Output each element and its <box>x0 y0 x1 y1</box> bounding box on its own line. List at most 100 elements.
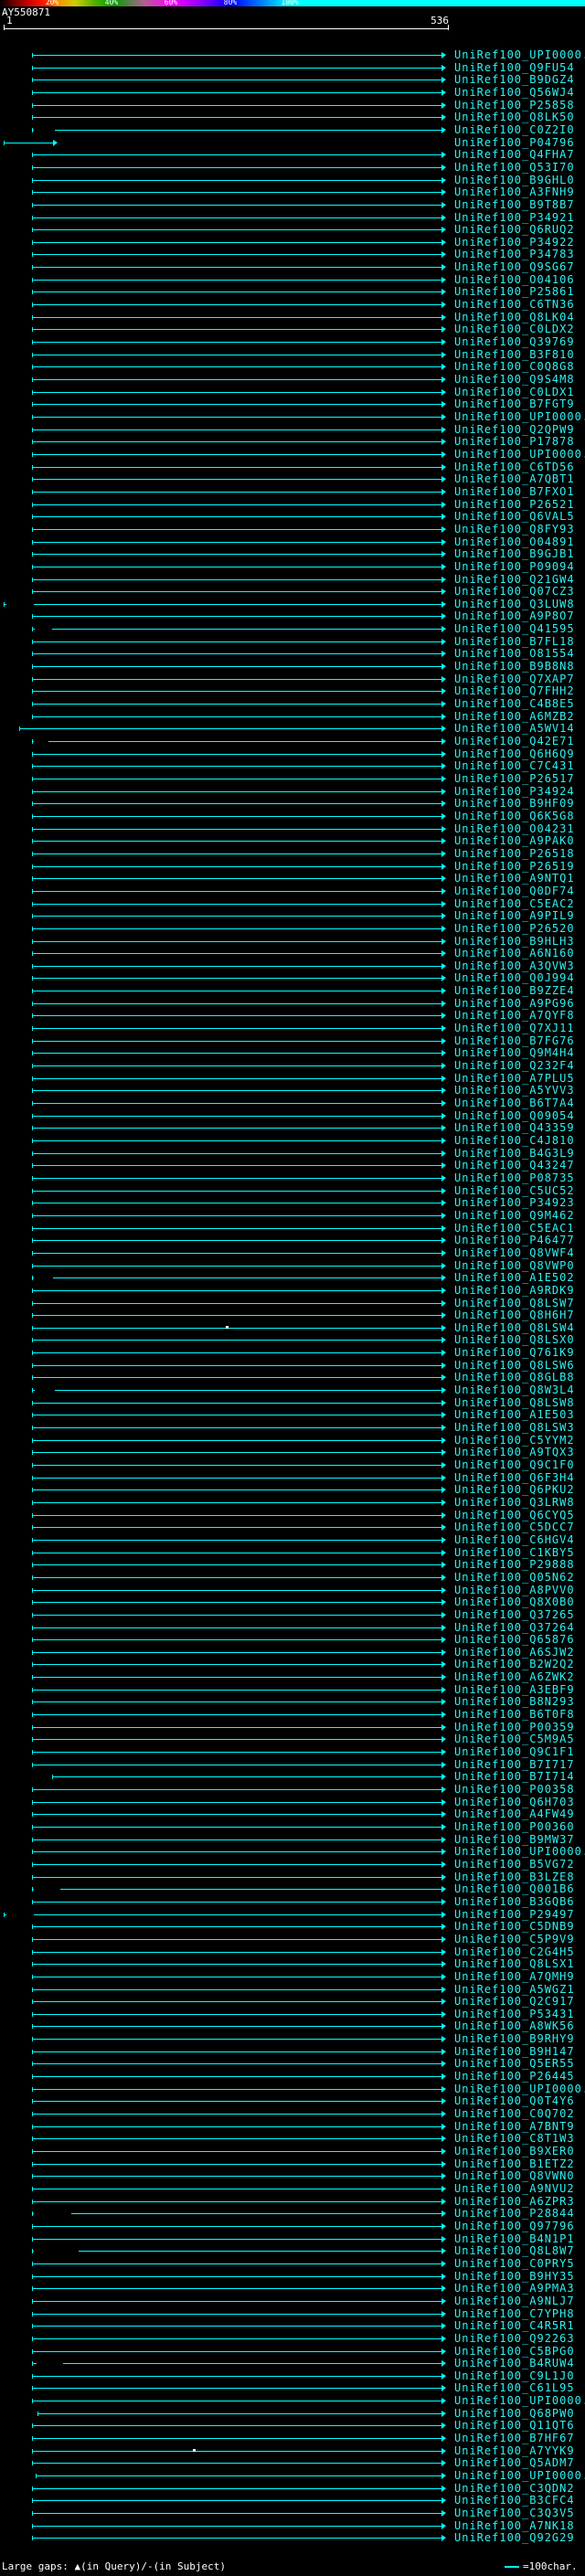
hit-bar[interactable] <box>31 965 442 967</box>
hit-bar[interactable] <box>31 1128 442 1129</box>
hit-bar[interactable] <box>31 1002 442 1004</box>
hit-bar[interactable] <box>31 578 442 580</box>
hit-label[interactable]: UniRef100_Q7XJ11 <box>454 1022 575 1035</box>
hit-bar[interactable] <box>31 1477 442 1479</box>
hit-bar[interactable] <box>31 1390 442 1392</box>
hit-label[interactable]: UniRef100_C4B8E5 <box>454 697 575 711</box>
hit-label[interactable]: UniRef100_B5VG72 <box>454 1857 575 1871</box>
hit-label[interactable]: UniRef100_P00359 <box>454 1720 575 1733</box>
hit-bar[interactable] <box>31 2300 442 2302</box>
hit-label[interactable]: UniRef100_B9GJB1 <box>454 547 575 561</box>
hit-label[interactable]: UniRef100_A7YYK9 <box>454 2443 575 2457</box>
hit-label[interactable]: UniRef100_C3QDN2 <box>454 2481 575 2495</box>
hit-label[interactable]: UniRef100_P17878 <box>454 435 575 449</box>
hit-label[interactable]: UniRef100_C61L95 <box>454 2381 575 2395</box>
hit-label[interactable]: UniRef100_Q7XAP7 <box>454 672 575 685</box>
hit-label[interactable]: UniRef100_Q11QT6 <box>454 2419 575 2433</box>
hit-label[interactable]: UniRef100_Q0T4Y6 <box>454 2094 575 2108</box>
hit-bar[interactable] <box>31 2487 442 2489</box>
hit-label[interactable]: UniRef100_A9PMA3 <box>454 2282 575 2295</box>
hit-label[interactable]: UniRef100_A6SJW2 <box>454 1645 575 1659</box>
hit-label[interactable]: UniRef100_Q42E71 <box>454 735 575 748</box>
hit-bar[interactable] <box>31 716 442 717</box>
hit-label[interactable]: UniRef100_Q92G29 <box>454 2531 575 2545</box>
hit-label[interactable]: UniRef100_C5M9A5 <box>454 1733 575 1746</box>
hit-label[interactable]: UniRef100_B7FXO1 <box>454 484 575 498</box>
hit-label[interactable]: UniRef100_B7FL18 <box>454 634 575 648</box>
hit-label[interactable]: UniRef100_Q8VWN0 <box>454 2169 575 2183</box>
hit-label[interactable]: UniRef100_C1KBY5 <box>454 1545 575 1559</box>
hit-label[interactable]: UniRef100_Q761K9 <box>454 1346 575 1360</box>
hit-label[interactable]: UniRef100_Q37265 <box>454 1607 575 1621</box>
hit-bar[interactable] <box>31 1689 442 1691</box>
hit-bar[interactable] <box>31 616 442 618</box>
hit-bar[interactable] <box>31 67 442 69</box>
hit-label[interactable]: UniRef100_Q7FHH2 <box>454 684 575 698</box>
hit-label[interactable]: UniRef100_UPI0000... <box>454 1845 585 1859</box>
hit-bar[interactable] <box>31 2225 442 2227</box>
hit-bar[interactable] <box>31 1752 442 1754</box>
hit-label[interactable]: UniRef100_P08735 <box>454 1171 575 1184</box>
hit-label[interactable]: UniRef100_A3FNH9 <box>454 186 575 199</box>
hit-bar[interactable] <box>31 1465 442 1466</box>
hit-label[interactable]: UniRef100_B4N1P1 <box>454 2231 575 2245</box>
hit-bar[interactable] <box>31 1327 442 1329</box>
hit-bar[interactable] <box>31 2213 442 2215</box>
hit-label[interactable]: UniRef100_B9ZZE4 <box>454 984 575 998</box>
hit-label[interactable]: UniRef100_Q92263 <box>454 2331 575 2345</box>
hit-bar[interactable] <box>31 1539 442 1541</box>
hit-label[interactable]: UniRef100_B3LZE8 <box>454 1870 575 1883</box>
hit-label[interactable]: UniRef100_A3EBF9 <box>454 1682 575 1696</box>
hit-bar[interactable] <box>31 304 442 306</box>
hit-bar[interactable] <box>31 2125 442 2127</box>
hit-label[interactable]: UniRef100_A9NVU2 <box>454 2182 575 2195</box>
hit-label[interactable]: UniRef100_Q8VWP0 <box>454 1258 575 1272</box>
hit-label[interactable]: UniRef100_Q8GLB8 <box>454 1371 575 1384</box>
hit-bar[interactable] <box>31 1240 442 1242</box>
hit-bar[interactable] <box>31 953 442 955</box>
hit-bar[interactable] <box>31 1739 442 1741</box>
hit-bar[interactable] <box>31 2013 442 2015</box>
hit-bar[interactable] <box>31 1639 442 1641</box>
hit-bar[interactable] <box>31 2463 442 2465</box>
hit-label[interactable]: UniRef100_Q9S4M8 <box>454 373 575 387</box>
hit-label[interactable]: UniRef100_Q43247 <box>454 1159 575 1172</box>
hit-bar[interactable] <box>31 2001 442 2003</box>
hit-label[interactable]: UniRef100_P53431 <box>454 2007 575 2020</box>
hit-label[interactable]: UniRef100_C7C431 <box>454 759 575 773</box>
hit-label[interactable]: UniRef100_O81554 <box>454 647 575 661</box>
hit-label[interactable]: UniRef100_Q001B6 <box>454 1882 575 1896</box>
hit-label[interactable]: UniRef100_B9H147 <box>454 2044 575 2058</box>
hit-bar[interactable] <box>31 279 442 281</box>
hit-label[interactable]: UniRef100_A5WGZ1 <box>454 1982 575 1996</box>
hit-label[interactable]: UniRef100_C5YYM2 <box>454 1433 575 1447</box>
hit-label[interactable]: UniRef100_A5WV14 <box>454 722 575 736</box>
hit-bar[interactable] <box>31 2114 442 2115</box>
hit-label[interactable]: UniRef100_C0LDX1 <box>454 385 575 398</box>
hit-bar[interactable] <box>31 1140 442 1141</box>
hit-label[interactable]: UniRef100_Q2QPW9 <box>454 422 575 436</box>
hit-bar[interactable] <box>31 1427 442 1429</box>
hit-bar[interactable] <box>31 1015 442 1017</box>
hit-label[interactable]: UniRef100_C5P9V9 <box>454 1932 575 1945</box>
hit-label[interactable]: UniRef100_A9NLJ7 <box>454 2294 575 2307</box>
hit-label[interactable]: UniRef100_C5DCC7 <box>454 1521 575 1534</box>
hit-label[interactable]: UniRef100_A9NTQ1 <box>454 872 575 885</box>
hit-bar[interactable] <box>31 1053 442 1055</box>
hit-bar[interactable] <box>4 1913 442 1915</box>
hit-label[interactable]: UniRef100_UPI0000... <box>454 48 585 61</box>
hit-bar[interactable] <box>31 91 442 93</box>
hit-bar[interactable] <box>31 1103 442 1105</box>
hit-label[interactable]: UniRef100_B4G3L9 <box>454 1146 575 1160</box>
hit-label[interactable]: UniRef100_C0PRY5 <box>454 2256 575 2270</box>
hit-label[interactable]: UniRef100_Q9M4H4 <box>454 1046 575 1060</box>
hit-bar[interactable] <box>31 1227 442 1229</box>
hit-bar[interactable] <box>31 1090 442 1092</box>
hit-bar[interactable] <box>31 641 442 642</box>
hit-bar[interactable] <box>31 666 442 668</box>
hit-label[interactable]: UniRef100_B9DGZ4 <box>454 73 575 87</box>
hit-label[interactable]: UniRef100_C9L1J0 <box>454 2369 575 2382</box>
hit-bar[interactable] <box>31 1040 442 1042</box>
hit-bar[interactable] <box>31 653 442 655</box>
hit-bar[interactable] <box>31 766 442 768</box>
